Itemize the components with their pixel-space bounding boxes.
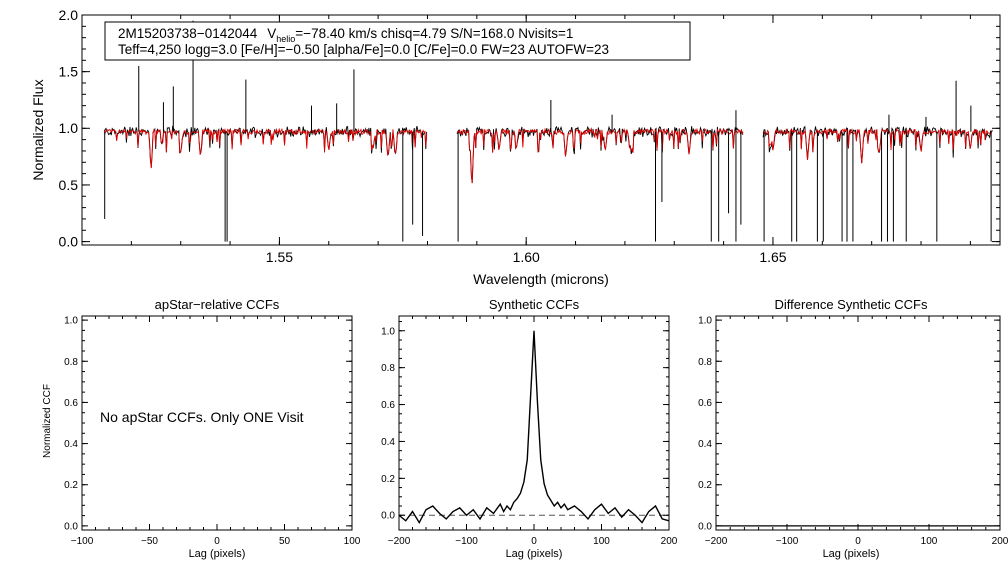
annotation-vhelio-rest: =−78.40 km/s chisq=4.79 S/N=168.0 Nvisit… (295, 26, 573, 41)
synthetic-ccf-line (398, 330, 670, 525)
y-tick-label: 1.0 (381, 326, 395, 337)
y-tick-label: 1.5 (59, 64, 79, 80)
x-tick-label: −200 (705, 536, 728, 547)
x-tick-label: 100 (344, 536, 361, 547)
apstar-ccf-x-axis-label: Lag (pixels) (189, 548, 246, 560)
y-tick-label: 0.4 (698, 439, 712, 450)
x-tick-label: 1.65 (759, 249, 786, 265)
spectrum-x-axis-label: Wavelength (microns) (473, 271, 609, 287)
y-tick-label: 0.0 (59, 234, 79, 250)
x-tick-label: 100 (921, 536, 938, 547)
y-tick-label: 0.8 (381, 363, 395, 374)
y-tick-label: 0.4 (381, 437, 395, 448)
apstar-ccf-panel: apStar−relative CCFs −100 −50 0 50 100 0.0 0.2… (42, 297, 361, 560)
synthetic-ccf-ticks: −200 −100 0 100 200 0.0 0.2 0.4 0.6 0.8 1.0 (381, 316, 678, 547)
annotation-vhelio-sub: helio (276, 34, 295, 44)
y-tick-label: 0.2 (64, 480, 78, 491)
y-tick-label: 1.0 (698, 316, 712, 327)
x-tick-label: −100 (455, 536, 478, 547)
x-tick-label: 0 (855, 536, 861, 547)
apstar-ccf-message: No apStar CCFs. Only ONE Visit (100, 409, 304, 425)
y-tick-label: 1.0 (59, 120, 79, 136)
apstar-ccf-y-axis-label: Normalized CCF (42, 384, 53, 458)
spectrum-data (103, 20, 993, 242)
y-tick-label: 1.0 (64, 316, 78, 327)
x-tick-label: 50 (279, 536, 291, 547)
x-tick-label: 1.60 (513, 249, 540, 265)
synthetic-ccf-title: Synthetic CCFs (489, 297, 580, 312)
y-tick-label: 0.6 (381, 400, 395, 411)
difference-ccf-x-axis-label: Lag (pixels) (823, 548, 880, 560)
y-tick-label: 0.8 (698, 357, 712, 368)
annotation-box (104, 21, 691, 61)
y-tick-label: 0.5 (59, 177, 79, 193)
x-tick-label: 0 (214, 536, 220, 547)
x-tick-label: 0 (531, 536, 537, 547)
y-tick-label: 0.0 (64, 521, 78, 532)
synthetic-ccf-frame (398, 315, 670, 531)
synthetic-ccf-data (398, 330, 670, 525)
annotation-line-1: 2M15203738−0142044 Vhelio=−78.40 km/s chi… (118, 26, 573, 44)
apstar-ccf-ticks: −100 −50 0 50 100 0.0 0.2 0.4 0.6 0.8 1.0 (64, 316, 361, 547)
y-tick-label: 0.6 (64, 398, 78, 409)
x-tick-label: −100 (776, 536, 799, 547)
x-tick-label: 1.55 (266, 249, 293, 265)
y-tick-label: 0.2 (381, 474, 395, 485)
y-tick-label: 0.0 (381, 511, 395, 522)
synthetic-ccf-x-axis-label: Lag (pixels) (506, 548, 563, 560)
y-tick-label: 0.2 (698, 480, 712, 491)
y-tick-label: 0.4 (64, 439, 78, 450)
apstar-ccf-title: apStar−relative CCFs (155, 297, 280, 312)
y-tick-label: 2.0 (59, 7, 79, 23)
synthetic-ccf-panel: Synthetic CCFs −200 −100 0 100 200 0.0 0.2 0.4 0… (381, 297, 678, 560)
x-tick-label: 200 (661, 536, 678, 547)
annotation-vhelio-v: V (267, 26, 276, 41)
difference-ccf-panel: Difference Synthetic CCFs −200 −100 0 100 20… (698, 297, 1008, 560)
annotation-object: 2M15203738−0142044 (118, 26, 258, 41)
spectrum-ticks: 1.55 1.60 1.65 0.0 0.5 1.0 1.5 2.0 (59, 7, 1000, 265)
x-tick-label: −50 (141, 536, 158, 547)
annotation-line-2: Teff=4,250 logg=3.0 [Fe/H]=−0.50 [alpha/… (118, 42, 609, 57)
model-spectrum-segment (103, 127, 428, 169)
y-tick-label: 0.8 (64, 357, 78, 368)
x-tick-label: −200 (388, 536, 411, 547)
y-tick-label: 0.0 (698, 521, 712, 532)
x-tick-label: 100 (593, 536, 610, 547)
spectrum-y-axis-label: Normalized Flux (30, 79, 46, 180)
difference-ccf-frame (715, 315, 1001, 531)
x-tick-label: 200 (992, 536, 1008, 547)
model-spectrum-segment (456, 127, 744, 183)
difference-ccf-title: Difference Synthetic CCFs (775, 297, 928, 312)
x-tick-label: −100 (71, 536, 94, 547)
spectrum-panel: 1.55 1.60 1.65 0.0 0.5 1.0 1.5 2.0 2M15203738−0… (30, 7, 1001, 287)
model-spectrum-segment (762, 127, 993, 164)
spectrum-frame (81, 14, 1001, 246)
y-tick-label: 0.6 (698, 398, 712, 409)
difference-ccf-ticks: −200 −100 0 100 200 0.0 0.2 0.4 0.6 0.8 1.0 (698, 316, 1008, 547)
